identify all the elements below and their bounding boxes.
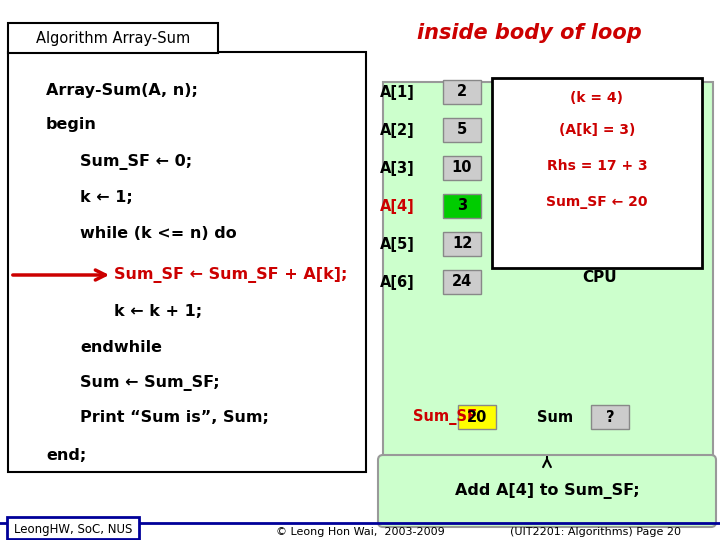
Bar <box>443 80 481 104</box>
Text: Sum_SF ← 0;: Sum_SF ← 0; <box>80 154 192 170</box>
Text: 3: 3 <box>457 199 467 213</box>
Text: begin: begin <box>46 118 97 132</box>
Bar <box>383 82 713 457</box>
Text: inside body of loop: inside body of loop <box>417 23 642 44</box>
Bar <box>8 23 218 53</box>
Text: 2: 2 <box>457 84 467 99</box>
Text: A[3]: A[3] <box>380 160 415 176</box>
Text: Sum: Sum <box>537 409 573 424</box>
Text: k ← 1;: k ← 1; <box>80 191 132 206</box>
Bar <box>492 78 702 268</box>
Text: while (k <= n) do: while (k <= n) do <box>80 226 237 240</box>
Text: 10: 10 <box>451 160 472 176</box>
Text: 6: 6 <box>605 84 615 99</box>
FancyBboxPatch shape <box>378 455 716 527</box>
Bar <box>591 405 629 429</box>
Text: end;: end; <box>46 448 86 462</box>
Text: LeongHW, SoC, NUS: LeongHW, SoC, NUS <box>14 523 132 536</box>
Text: Print “Sum is”, Sum;: Print “Sum is”, Sum; <box>80 410 269 426</box>
Bar <box>443 232 481 256</box>
Text: 20: 20 <box>467 409 487 424</box>
Bar <box>8 52 366 472</box>
Text: k: k <box>572 123 582 138</box>
Bar <box>443 118 481 142</box>
FancyBboxPatch shape <box>7 517 139 539</box>
Text: A[2]: A[2] <box>380 123 415 138</box>
Text: Sum_SF ← Sum_SF + A[k];: Sum_SF ← Sum_SF + A[k]; <box>114 267 347 283</box>
Bar <box>443 194 481 218</box>
Text: A[5]: A[5] <box>380 237 415 252</box>
Text: Array-Sum(A, n);: Array-Sum(A, n); <box>46 83 198 98</box>
Text: Sum_SF ← 20: Sum_SF ← 20 <box>546 195 648 209</box>
Text: A[6]: A[6] <box>380 274 415 289</box>
Text: Add A[4] to Sum_SF;: Add A[4] to Sum_SF; <box>455 483 639 499</box>
Text: Algorithm Array-Sum: Algorithm Array-Sum <box>36 31 190 46</box>
Bar <box>591 118 629 142</box>
Bar <box>458 405 496 429</box>
Text: CPU: CPU <box>582 271 617 286</box>
Text: (UIT2201: Algorithms) Page 20: (UIT2201: Algorithms) Page 20 <box>510 527 680 537</box>
Text: A[4]: A[4] <box>380 199 415 213</box>
Text: 4: 4 <box>605 123 615 138</box>
Text: 5: 5 <box>457 123 467 138</box>
Text: k ← k + 1;: k ← k + 1; <box>114 303 202 319</box>
Text: 12: 12 <box>452 237 472 252</box>
Bar <box>591 80 629 104</box>
Text: n: n <box>572 84 582 99</box>
Text: Rhs = 17 + 3: Rhs = 17 + 3 <box>546 159 647 173</box>
Text: endwhile: endwhile <box>80 340 162 354</box>
Bar <box>443 270 481 294</box>
Text: ?: ? <box>606 409 614 424</box>
Text: Sum_SF: Sum_SF <box>413 409 477 425</box>
Text: A[1]: A[1] <box>380 84 415 99</box>
Text: © Leong Hon Wai,  2003-2009: © Leong Hon Wai, 2003-2009 <box>276 527 444 537</box>
Text: (k = 4): (k = 4) <box>570 91 624 105</box>
Text: 24: 24 <box>452 274 472 289</box>
Bar <box>443 156 481 180</box>
Text: Sum ← Sum_SF;: Sum ← Sum_SF; <box>80 375 220 391</box>
Text: (A[k] = 3): (A[k] = 3) <box>559 123 635 137</box>
